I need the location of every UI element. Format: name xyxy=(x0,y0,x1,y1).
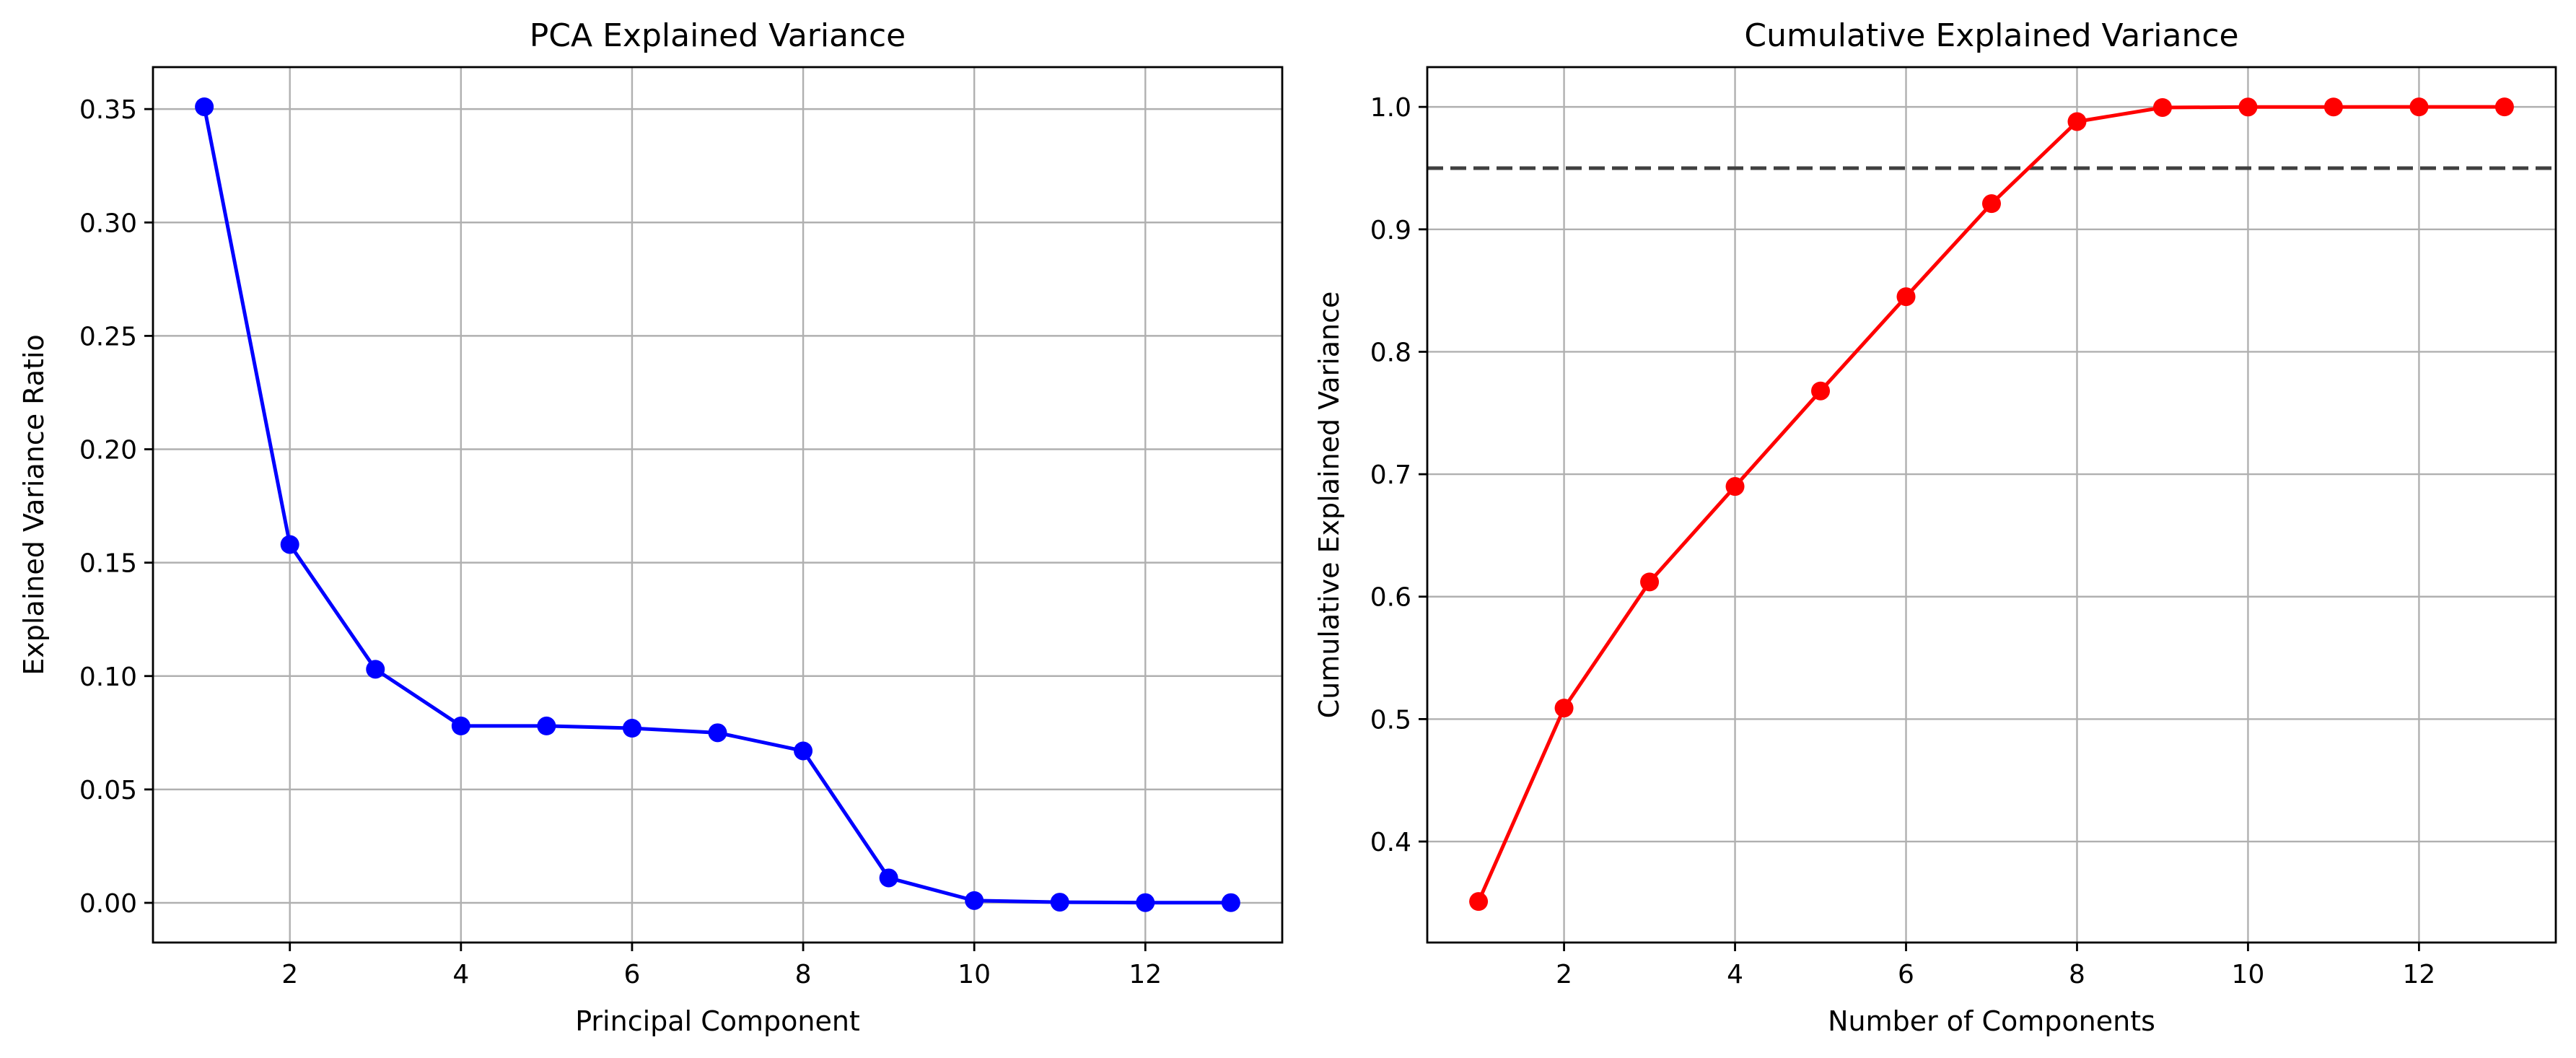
x-tick-label: 8 xyxy=(2069,960,2085,989)
x-tick-label: 6 xyxy=(623,960,640,989)
y-tick-label: 0.7 xyxy=(1370,460,1411,490)
x-tick-label: 2 xyxy=(281,960,298,989)
x-tick-label: 10 xyxy=(2232,960,2265,989)
y-tick-label: 1.0 xyxy=(1370,93,1411,123)
x-axis-label: Number of Components xyxy=(1828,1005,2155,1037)
data-point xyxy=(2067,112,2087,131)
panel-explained-variance: 2 4 6 8 10 12 0.00 0.05 0.10 0.15 0.20 0.25 0.30 0.35… xyxy=(18,17,1284,1037)
x-tick-label: 2 xyxy=(1556,960,1572,989)
data-point xyxy=(1725,477,1745,497)
data-point xyxy=(965,891,984,910)
data-point xyxy=(195,97,214,116)
data-point xyxy=(2409,97,2429,117)
x-tick-label: 10 xyxy=(958,960,991,989)
y-tick-label: 0.30 xyxy=(79,209,137,238)
data-point xyxy=(1896,287,1916,307)
y-tick-label: 0.9 xyxy=(1370,216,1411,245)
y-tick-label: 0.4 xyxy=(1370,828,1411,857)
data-point xyxy=(879,868,898,888)
y-tick-label: 0.20 xyxy=(79,436,137,465)
series-line xyxy=(202,106,1231,905)
data-point xyxy=(1469,892,1489,911)
x-axis-label: Principal Component xyxy=(575,1005,860,1037)
axes-frame xyxy=(1426,66,2557,944)
y-tick-label: 0.15 xyxy=(79,549,137,579)
y-tick-label: 0.6 xyxy=(1370,583,1411,613)
y-tick-label: 0.8 xyxy=(1370,338,1411,367)
x-tick-label: 4 xyxy=(1727,960,1743,989)
data-point xyxy=(1050,893,1069,912)
y-tick-label: 0.5 xyxy=(1370,705,1411,735)
x-tick-label: 8 xyxy=(795,960,812,989)
series-line xyxy=(1476,105,2505,903)
axes-frame xyxy=(152,66,1284,944)
data-point xyxy=(1811,381,1831,401)
data-point xyxy=(1221,893,1240,912)
y-tick-label: 0.05 xyxy=(79,776,137,805)
data-point xyxy=(1554,699,1574,718)
y-tick-label: 0.25 xyxy=(79,322,137,351)
data-point xyxy=(2494,97,2514,117)
x-tick-label: 6 xyxy=(1898,960,1914,989)
chart-title: PCA Explained Variance xyxy=(530,17,906,54)
chart-title: Cumulative Explained Variance xyxy=(1744,17,2238,54)
y-tick-label: 0.00 xyxy=(79,889,137,919)
data-point xyxy=(1982,194,2001,214)
y-axis-label: Cumulative Explained Variance xyxy=(1313,292,1345,719)
data-point xyxy=(1640,572,1660,592)
data-point xyxy=(1136,893,1155,912)
data-point xyxy=(794,741,813,761)
x-tick-label: 4 xyxy=(452,960,469,989)
y-tick-label: 0.35 xyxy=(79,95,137,125)
x-tick-label: 12 xyxy=(1129,960,1162,989)
data-point xyxy=(280,535,299,554)
x-tick-label: 12 xyxy=(2403,960,2436,989)
data-point xyxy=(2238,97,2258,117)
y-tick-label: 0.10 xyxy=(79,663,137,692)
data-point xyxy=(366,660,385,679)
data-point xyxy=(537,716,556,735)
panel-cumulative-variance: 2 4 6 8 10 12 0.4 0.5 0.6 0.7 0.8 0.9 1.0 Cumulative … xyxy=(1313,17,2557,1037)
data-point xyxy=(2323,97,2343,117)
data-point xyxy=(451,716,470,735)
data-point xyxy=(708,723,727,743)
y-axis-label: Explained Variance Ratio xyxy=(18,334,50,675)
data-point xyxy=(622,719,641,738)
data-point xyxy=(2152,97,2172,117)
